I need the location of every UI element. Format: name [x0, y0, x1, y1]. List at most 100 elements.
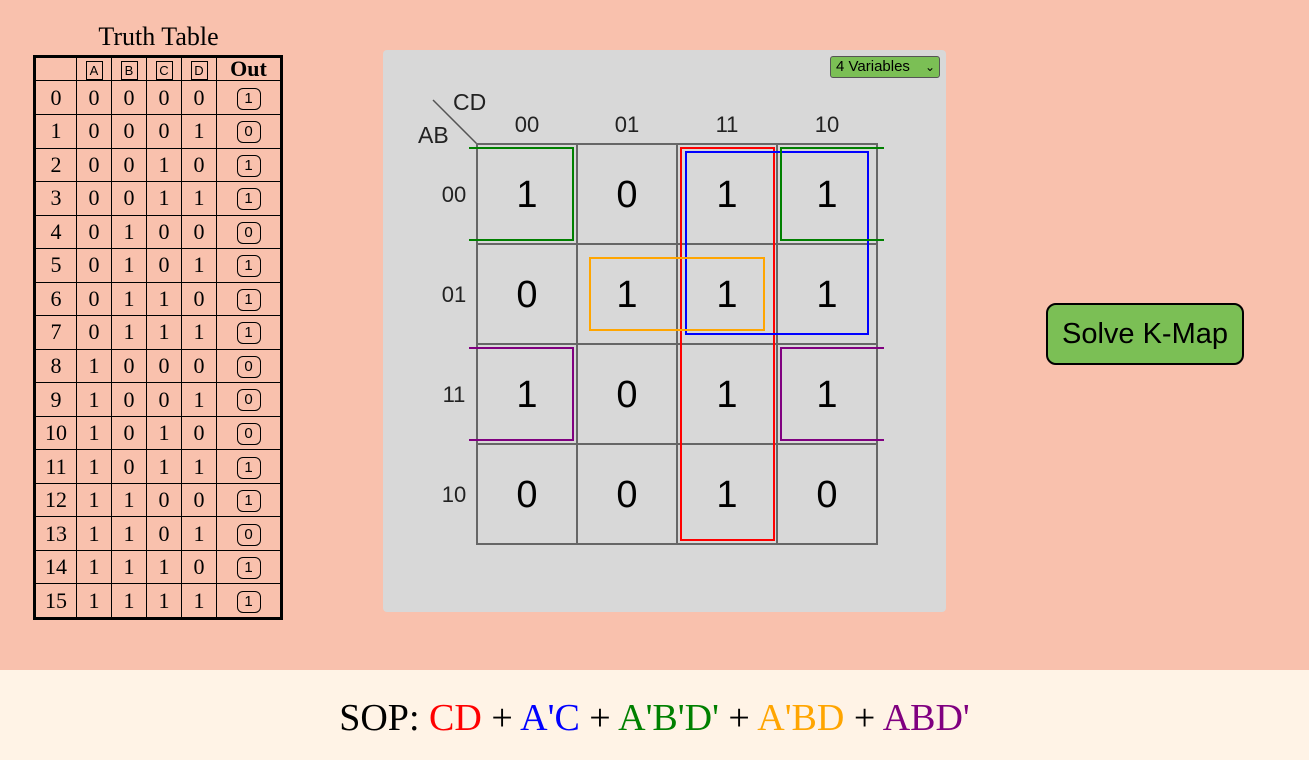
out-header: Out — [216, 56, 281, 82]
row-index: 13 — [35, 516, 77, 551]
cell-c: 1 — [146, 415, 182, 451]
cell-c: 0 — [146, 516, 182, 551]
cell-b: 0 — [111, 348, 147, 384]
row-index: 3 — [35, 181, 77, 216]
out-cell: 1 — [216, 315, 281, 350]
out-cell: 1 — [216, 482, 281, 518]
out-toggle-button[interactable]: 1 — [236, 456, 261, 479]
kmap-cell-value: 0 — [516, 274, 537, 316]
cell-c: 0 — [146, 382, 182, 417]
sop-plus: + — [481, 697, 521, 739]
out-toggle-button[interactable]: 1 — [236, 154, 261, 177]
out-cell: 0 — [216, 516, 281, 551]
sop-term: A'C — [520, 697, 580, 739]
cell-d: 1 — [181, 315, 217, 350]
table-row: 15 1 1 1 1 1 — [35, 583, 281, 618]
cell-c: 1 — [146, 181, 182, 216]
group-a-prime-c-outline — [685, 151, 869, 335]
kmap-cell-value: 1 — [716, 174, 737, 216]
out-toggle-button[interactable]: 0 — [236, 389, 261, 412]
kmap-corner-divider — [432, 99, 478, 145]
row-index: 12 — [35, 482, 77, 518]
kmap-cell-value: 1 — [616, 274, 637, 316]
cell-c: 1 — [146, 449, 182, 484]
out-toggle-button[interactable]: 0 — [236, 523, 261, 546]
cell-b: 0 — [111, 449, 147, 484]
cell-d: 0 — [181, 348, 217, 384]
cell-c: 0 — [146, 482, 182, 518]
cell-d: 0 — [181, 80, 217, 115]
kmap-cell-value: 1 — [816, 274, 837, 316]
out-cell: 1 — [216, 549, 281, 585]
cell-b: 0 — [111, 181, 147, 216]
row-index: 15 — [35, 583, 77, 618]
kmap-cell-value: 1 — [716, 274, 737, 316]
sop-plus: + — [844, 697, 883, 739]
sop-term: A'B'D' — [618, 697, 719, 739]
out-cell: 1 — [216, 80, 281, 115]
truth-table-header-row: A B C D Out — [35, 56, 281, 82]
kmap-cell-value: 0 — [616, 174, 637, 216]
row-index: 11 — [35, 449, 77, 484]
kmap-cell-value: 1 — [716, 374, 737, 416]
kmap-cell-value: 0 — [616, 474, 637, 516]
solve-kmap-button[interactable]: Solve K-Map — [1046, 303, 1244, 365]
cell-b: 0 — [111, 147, 147, 183]
out-toggle-button[interactable]: 1 — [236, 322, 261, 345]
variable-count-value: 4 Variables — [836, 58, 910, 75]
out-cell: 1 — [216, 449, 281, 484]
sop-term: CD — [429, 697, 482, 739]
out-toggle-button[interactable]: 1 — [236, 557, 261, 580]
sop-bar: SOP: CD + A'C + A'B'D' + A'BD + ABD' — [0, 670, 1309, 760]
kmap-cell-value: 0 — [816, 474, 837, 516]
col-var-label: CD — [453, 89, 486, 115]
cell-a: 1 — [76, 583, 112, 618]
kmap-col-header: 01 — [615, 112, 639, 137]
variable-count-select[interactable]: 4 Variables ⌄ — [830, 56, 940, 78]
kmap-cell[interactable] — [776, 443, 878, 545]
out-toggle-button[interactable]: 1 — [236, 590, 261, 613]
kmap-cell-value: 0 — [516, 474, 537, 516]
header-var-c: C — [155, 61, 173, 81]
out-cell: 0 — [216, 382, 281, 417]
group-abd-prime-outline-right — [780, 347, 884, 441]
row-var-label: AB — [418, 122, 449, 148]
cell-c: 1 — [146, 583, 182, 618]
cell-d: 0 — [181, 147, 217, 183]
cell-d: 1 — [181, 583, 217, 618]
out-toggle-button[interactable]: 0 — [236, 355, 261, 378]
kmap-row-header: 11 — [443, 382, 466, 407]
table-row: 14 1 1 1 0 1 — [35, 549, 281, 585]
kmap-col-header: 00 — [515, 112, 539, 137]
cell-b: 0 — [111, 80, 147, 115]
kmap-cell-value: 1 — [716, 474, 737, 516]
cell-b: 1 — [111, 214, 147, 250]
index-header — [35, 56, 77, 82]
cell-a: 0 — [76, 80, 112, 115]
out-toggle-button[interactable]: 0 — [236, 423, 261, 445]
row-index: 9 — [35, 382, 77, 417]
out-toggle-button[interactable]: 1 — [236, 87, 261, 110]
out-toggle-button[interactable]: 1 — [236, 188, 261, 211]
kmap-cell-value: 0 — [616, 374, 637, 416]
kmap-row-header: 00 — [442, 182, 466, 207]
kmap-col-header: 10 — [815, 112, 839, 137]
out-toggle-button[interactable]: 1 — [236, 288, 261, 311]
group-abd-prime-outline-left — [469, 347, 574, 441]
out-toggle-button[interactable]: 1 — [236, 255, 261, 278]
header-var-d: D — [190, 61, 208, 81]
sop-term: ABD' — [882, 697, 970, 739]
kmap-col-header: 11 — [716, 112, 739, 137]
group-a-prime-b-prime-d-prime-outline-right — [780, 147, 884, 241]
out-toggle-button[interactable]: 0 — [236, 221, 261, 244]
sop-plus: + — [718, 697, 758, 739]
out-toggle-button[interactable]: 1 — [236, 490, 261, 513]
out-toggle-button[interactable]: 0 — [236, 121, 261, 144]
cell-c: 1 — [146, 315, 182, 350]
